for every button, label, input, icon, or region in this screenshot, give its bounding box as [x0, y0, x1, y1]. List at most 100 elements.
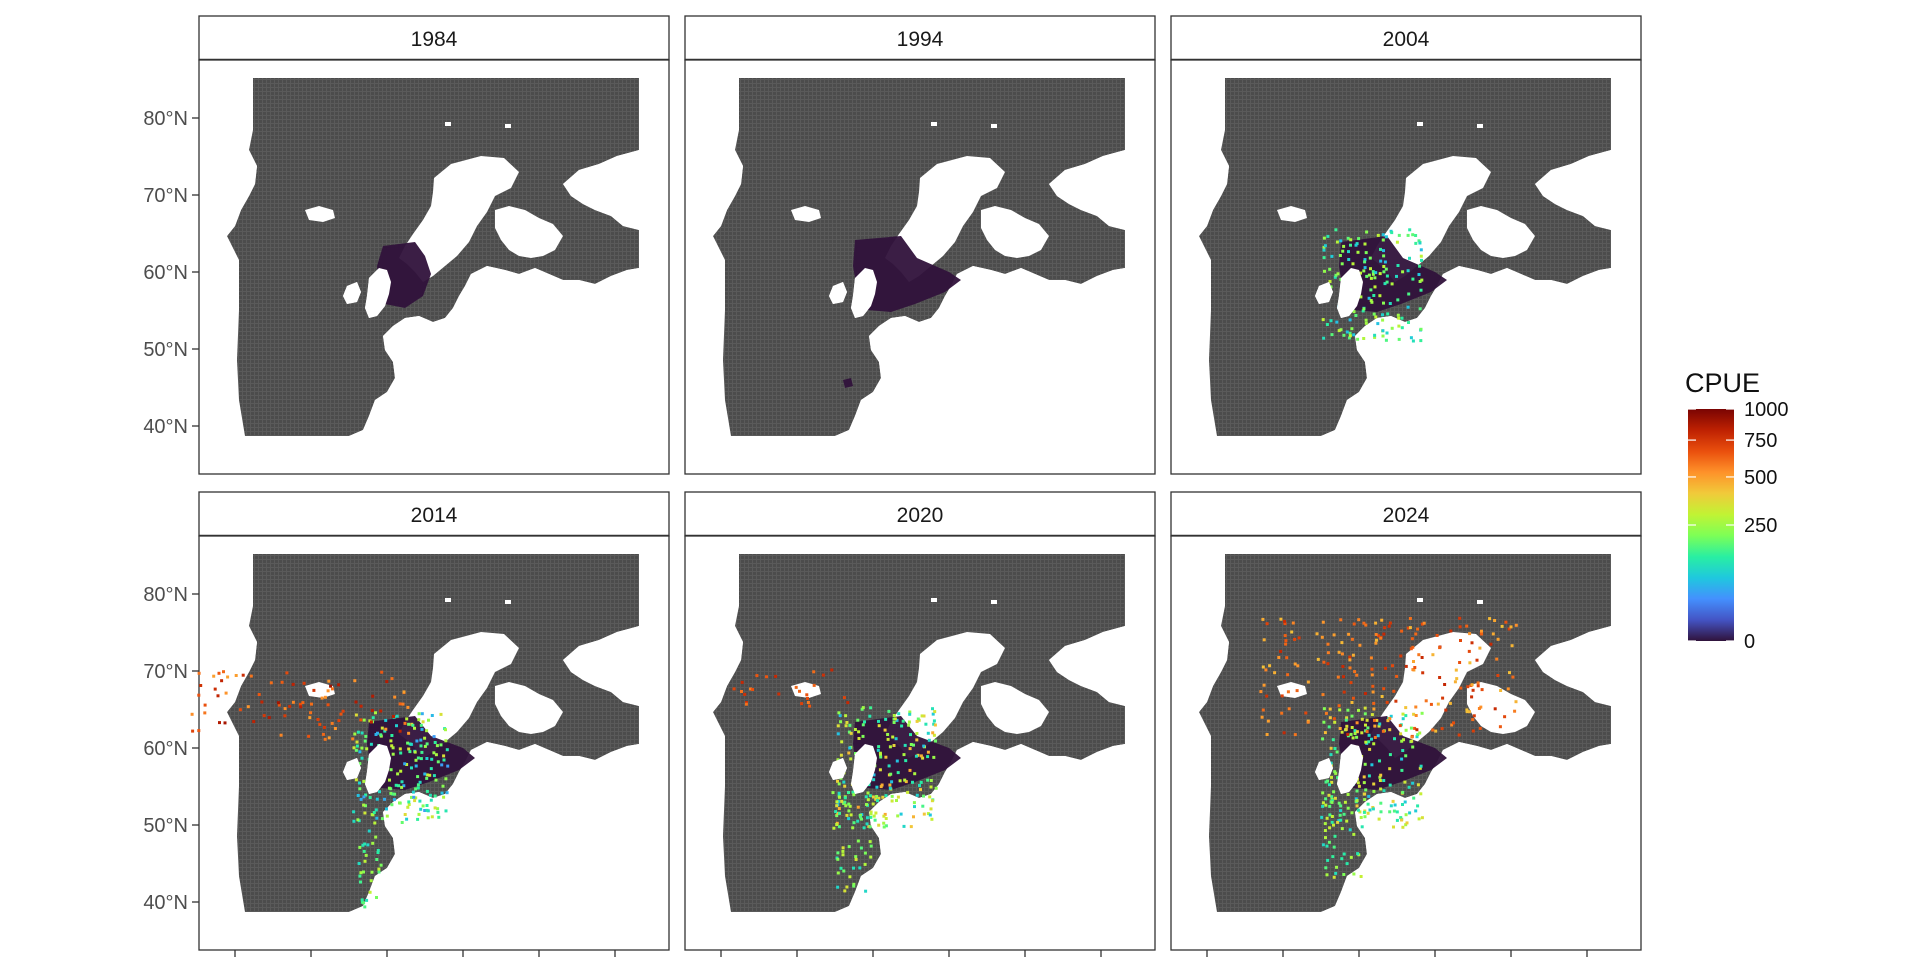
- cpue-cell: [406, 741, 410, 745]
- cpue-cell: [1334, 771, 1338, 775]
- cpue-cell: [1421, 671, 1425, 675]
- cpue-cell: [1383, 260, 1387, 264]
- cpue-cell: [1380, 618, 1384, 622]
- cpue-cell: [895, 718, 899, 722]
- cpue-cell: [1436, 702, 1440, 706]
- cpue-cell: [432, 774, 436, 778]
- cpue-cell: [1367, 296, 1371, 300]
- cpue-cell: [1358, 810, 1362, 814]
- cpue-cell: [1388, 767, 1392, 771]
- cpue-cell: [872, 814, 876, 818]
- cpue-cell: [904, 759, 908, 763]
- cpue-cell: [419, 757, 423, 761]
- cpue-cell: [1330, 795, 1334, 799]
- cpue-cell: [837, 711, 841, 715]
- cpue-cell: [867, 783, 871, 787]
- cpue-cell: [765, 675, 768, 679]
- cpue-cell: [912, 815, 915, 819]
- cpue-cell: [369, 742, 373, 746]
- cpue-cell: [1330, 815, 1334, 818]
- cpue-cell: [839, 866, 843, 870]
- cpue-cell: [1330, 820, 1334, 824]
- land-mass: [1417, 122, 1423, 126]
- cpue-cell: [1434, 729, 1438, 733]
- cpue-cell: [1472, 714, 1476, 718]
- cpue-cell: [1444, 708, 1448, 712]
- cpue-cell: [1363, 815, 1367, 819]
- cpue-cell: [921, 804, 925, 808]
- land-mass: [885, 632, 1005, 758]
- cpue-cell: [895, 759, 899, 763]
- cpue-cell: [876, 748, 880, 752]
- cpue-cell: [446, 764, 450, 768]
- cpue-cell: [442, 758, 446, 762]
- cpue-cell: [1374, 315, 1378, 319]
- cpue-cell: [888, 745, 892, 749]
- cpue-cell: [355, 744, 359, 748]
- cpue-cell: [389, 739, 393, 743]
- cpue-cell: [358, 845, 362, 849]
- cpue-cell: [1454, 668, 1458, 672]
- cpue-cell: [444, 777, 448, 781]
- cpue-cell: [1332, 845, 1336, 849]
- cpue-cell: [363, 811, 367, 815]
- cpue-cell: [740, 680, 744, 684]
- cpue-cell: [1279, 649, 1283, 653]
- cpue-cell: [1262, 683, 1266, 687]
- cpue-cell: [1342, 812, 1346, 816]
- cpue-cell: [1419, 248, 1423, 252]
- cpue-cell: [934, 739, 937, 743]
- cpue-cell: [419, 744, 423, 748]
- cpue-cell: [1329, 285, 1333, 289]
- cpue-cell: [929, 785, 933, 789]
- cpue-cell: [1330, 333, 1334, 337]
- land-mass: [1491, 376, 1509, 390]
- cpue-cell: [1370, 673, 1374, 677]
- cpue-cell: [1378, 722, 1382, 726]
- cpue-cell: [1321, 801, 1325, 805]
- cpue-cell: [360, 731, 364, 735]
- cpue-cell: [1365, 718, 1369, 722]
- cpue-cell: [197, 671, 201, 675]
- cpue-cell: [1331, 855, 1335, 859]
- cpue-cell: [1403, 780, 1407, 784]
- cpue-cell: [929, 779, 933, 782]
- cpue-cell: [1370, 300, 1374, 304]
- cpue-cell: [1396, 264, 1400, 267]
- cpue-cell: [926, 755, 930, 759]
- cpue-cell: [279, 733, 283, 737]
- cpue-cell: [928, 813, 932, 817]
- cpue-cell: [1443, 683, 1447, 686]
- cpue-cell: [400, 821, 404, 824]
- cpue-cell: [320, 696, 324, 700]
- cpue-cell: [393, 792, 397, 796]
- cpue-cell: [732, 687, 736, 691]
- cpue-cell: [911, 780, 914, 784]
- cpue-cell: [385, 814, 389, 818]
- cpue-cell: [224, 691, 228, 695]
- cpue-cell: [1509, 625, 1513, 629]
- facet-strip-label: 1994: [897, 28, 944, 51]
- cpue-cell: [1363, 762, 1367, 766]
- cpue-cell: [1381, 329, 1385, 333]
- cpue-cell: [890, 799, 894, 803]
- cpue-cell: [927, 738, 931, 742]
- cpue-cell: [1411, 645, 1415, 649]
- cpue-cell: [1381, 729, 1385, 733]
- cpue-cell: [423, 809, 427, 812]
- cpue-cell: [323, 737, 327, 741]
- cpue-cell: [1371, 270, 1375, 274]
- cpue-cell: [352, 746, 356, 750]
- cpue-cell: [1356, 808, 1360, 812]
- cpue-cell: [800, 702, 804, 706]
- cpue-cell: [1265, 694, 1269, 698]
- cpue-cell: [856, 718, 860, 722]
- cpue-cell: [1410, 637, 1414, 641]
- cpue-cell: [358, 874, 362, 878]
- cpue-cell: [812, 670, 816, 674]
- cpue-cell: [1333, 834, 1337, 838]
- cpue-cell: [1353, 732, 1357, 735]
- land-mass: [1467, 206, 1535, 258]
- cpue-cell: [1396, 313, 1400, 317]
